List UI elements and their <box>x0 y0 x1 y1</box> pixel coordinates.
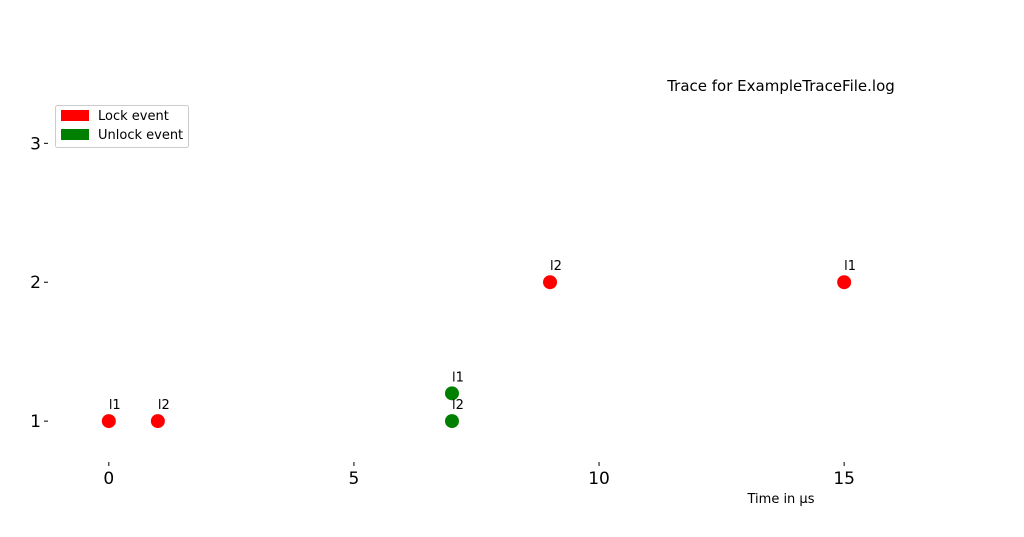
point-label: l1 <box>452 370 464 385</box>
x-tick-label: 10 <box>588 469 610 489</box>
x-tick-label: 5 <box>349 469 360 489</box>
legend-label: Unlock event <box>98 128 183 143</box>
lock-event-point <box>837 275 852 290</box>
x-tick-label: 15 <box>833 469 855 489</box>
lock-event-point <box>150 414 165 429</box>
lock-event-point <box>101 414 116 429</box>
x-axis: 0 5 10 15 <box>103 462 855 489</box>
y-tick-label: 3 <box>30 134 41 154</box>
point-label: l2 <box>452 398 464 413</box>
point-label: l2 <box>550 259 562 274</box>
x-tick-label: 0 <box>103 469 114 489</box>
legend-swatch <box>61 110 89 121</box>
unlock-event-point <box>444 414 459 429</box>
x-axis-label: Time in µs <box>747 492 815 507</box>
point-label: l1 <box>844 259 856 274</box>
legend: Lock event Unlock event <box>55 105 189 148</box>
chart-title: Trace for ExampleTraceFile.log <box>666 77 895 95</box>
point-label: l2 <box>158 398 170 413</box>
lock-event-point <box>543 275 558 290</box>
unlock-event-point <box>444 386 459 401</box>
point-label: l1 <box>109 398 121 413</box>
data-points: l1 l2 l2 l1 l1 l2 <box>101 259 856 429</box>
y-tick-label: 1 <box>30 412 41 432</box>
legend-swatch <box>61 129 89 140</box>
y-tick-label: 2 <box>30 273 41 293</box>
y-axis: 1 2 3 <box>30 134 48 432</box>
legend-label: Lock event <box>98 109 169 124</box>
